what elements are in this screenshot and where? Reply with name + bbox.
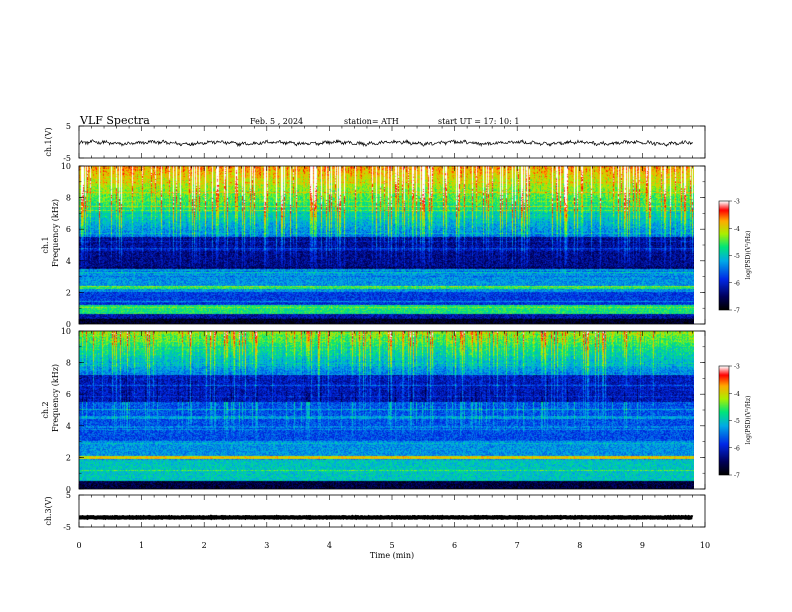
ch2-spectrogram-image [79,331,694,489]
ch1-waveform-y-tick-labels: -5 5 [63,122,71,163]
ch1-spectrogram-image [79,166,694,324]
ch2-spectrogram-ytick-label: 0 [66,485,71,494]
colorbar-tick-label: -7 [734,473,740,480]
colorbar-tick-label: -3 [734,364,740,371]
x-tick-label: 0 [76,541,81,550]
ch1-spectrogram-ticks [78,165,706,325]
colorbar-tick-label: -5 [734,418,740,425]
ch1-spectrogram-ytick-label: 8 [66,194,71,203]
ch3-waveform-ylabel: ch.3(V) [44,496,53,525]
ch1-colorbar-label: log(PSD)(V²/Hz) [745,231,752,280]
ch2-spectrogram-ytick-label: 6 [66,390,71,399]
ch3-waveform-panel: -5 5 ch.3(V) [44,491,706,532]
ch1-waveform-ytick-label: 5 [66,122,71,131]
x-tick-label: 2 [202,541,207,550]
x-tick-label: 9 [640,541,645,550]
x-tick-label: 7 [515,541,520,550]
colorbar-tick-label: -4 [734,391,740,398]
ch3-waveform-ytick-label: -5 [63,523,71,532]
header-date: Feb. 5 , 2024 [250,117,303,126]
ch2-colorbar-label: log(PSD)(V²/Hz) [745,396,752,445]
ch1-waveform-trace [78,138,693,148]
ch1-colorbar-ticks: -3 -4 -5 -6 -7 [729,199,740,315]
ch3-waveform-frame [78,494,706,528]
ch1-colorbar-gradient [719,201,729,310]
ch3-waveform-ytick-label: 5 [66,491,71,500]
x-tick-label: 8 [577,541,582,550]
ch2-spectrogram-image-wrap [79,331,694,489]
ch2-spectrogram-y-tick-labels: 0 2 4 6 8 10 [61,327,71,494]
ch1-spectrogram-channel-label: ch.1 [41,236,50,253]
colorbar-tick-label: -4 [734,226,740,233]
ch1-spectrogram-ytick-label: 10 [61,162,71,171]
colorbar-tick-label: -5 [734,253,740,260]
ch2-spectrogram-ytick-label: 10 [61,327,71,336]
colorbar-tick-label: -3 [734,199,740,206]
header-station: station= ATH [344,117,399,126]
ch1-spectrogram-ytick-label: 0 [66,320,71,329]
header-start-ut: start UT = 17: 10: 1 [438,117,519,126]
x-axis-tick-labels: 0 1 2 3 4 5 6 7 8 9 10 [76,541,710,550]
ch1-waveform-ticks [78,125,706,159]
x-tick-label: 1 [139,541,144,550]
ch1-spectrogram-ylabel: Frequency (kHz) [51,199,60,267]
ch2-spectrogram-channel-label: ch.2 [41,401,50,418]
ch1-spectrogram-ytick-label: 2 [66,288,71,297]
ch2-spectrogram-ytick-label: 4 [66,422,71,431]
ch2-spectrogram-ticks [78,330,706,490]
x-tick-label: 6 [452,541,457,550]
ch2-spectrogram-ylabel: Frequency (kHz) [51,364,60,432]
x-tick-label: 5 [389,541,394,550]
ch1-spectrogram-image-wrap [79,166,694,324]
ch2-spectrogram-ytick-label: 2 [66,453,71,462]
ch1-colorbar-wrap [719,201,729,310]
figure-title: VLF Spectra [79,114,150,127]
x-axis-label: Time (min) [370,551,414,560]
ch1-waveform-panel: -5 5 ch.1(V) [44,122,706,163]
x-tick-label: 10 [700,541,710,550]
ch2-spectrogram-ytick-label: 8 [66,359,71,368]
ch1-waveform-ylabel: ch.1(V) [44,127,53,156]
ch2-colorbar-wrap [719,366,729,475]
ch2-colorbar-gradient [719,366,729,475]
ch1-waveform-ytick-label: -5 [63,154,71,163]
colorbar-tick-label: -6 [734,280,740,287]
colorbar-tick-label: -7 [734,308,740,315]
ch1-spectrogram-y-tick-labels: 0 2 4 6 8 10 [61,162,71,329]
colorbar-tick-label: -6 [734,445,740,452]
ch3-waveform-trace [78,514,694,521]
ch3-waveform-ticks [78,494,706,528]
ch3-waveform-y-tick-labels: -5 5 [63,491,71,532]
ch1-spectrogram-ytick-label: 6 [66,225,71,234]
x-tick-label: 3 [264,541,269,550]
x-tick-label: 4 [327,541,332,550]
ch1-spectrogram-ytick-label: 4 [66,257,71,266]
ch2-colorbar-ticks: -3 -4 -5 -6 -7 [729,364,740,480]
